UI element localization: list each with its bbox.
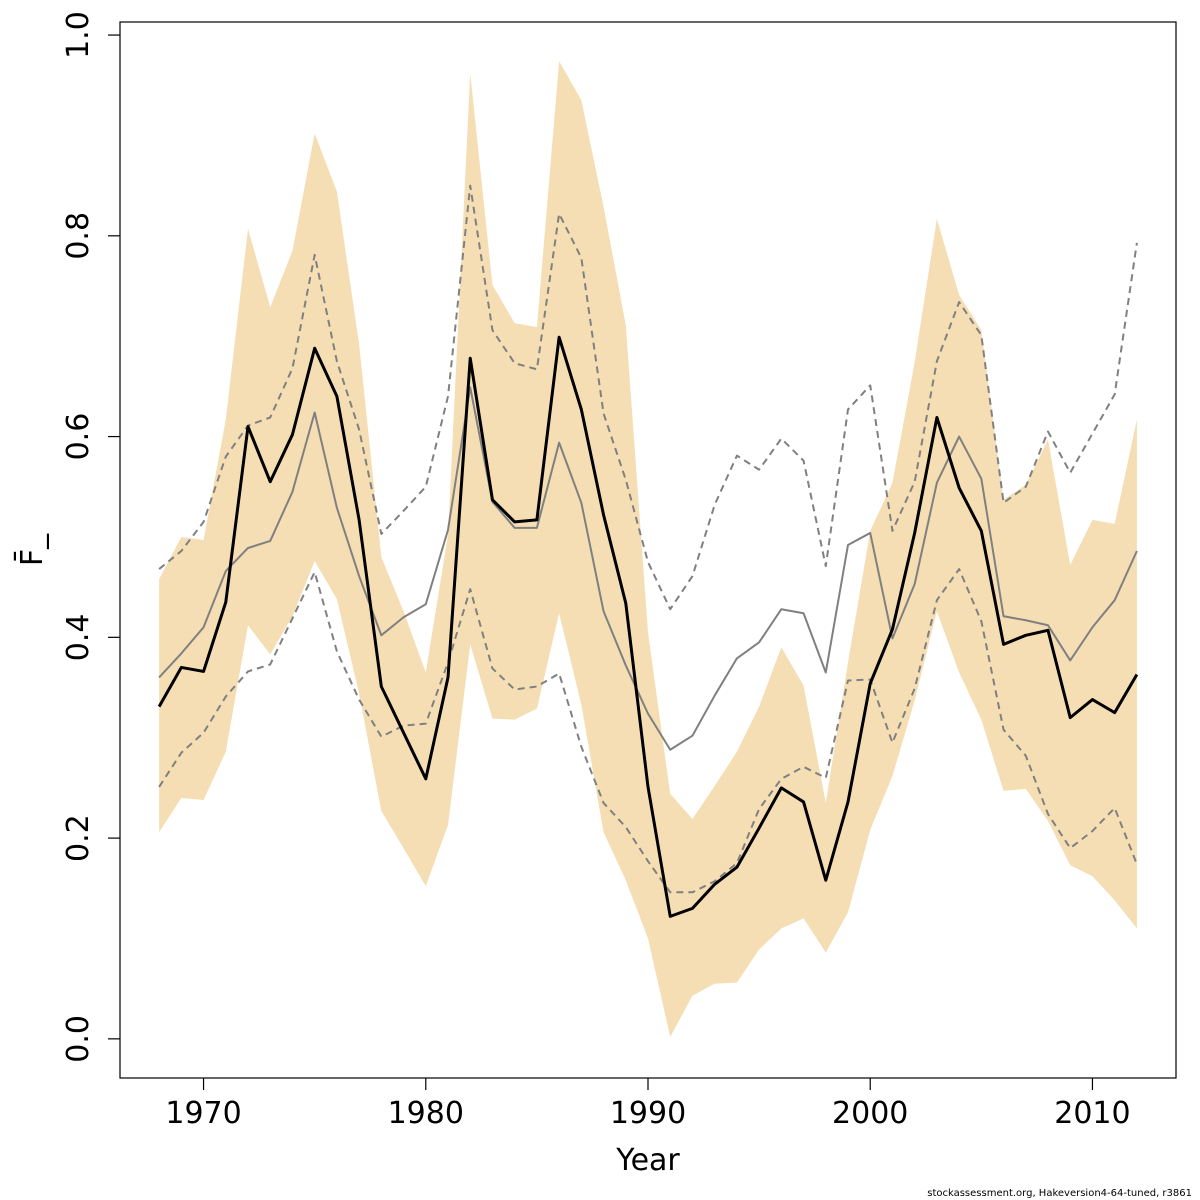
y-tick-label: 0.0 [61, 1015, 96, 1063]
footnote: stockassessment.org, Hakeversion4-64-tun… [927, 1188, 1192, 1199]
series-line [157, 335, 1139, 918]
y-axis-label: F̄_ [14, 533, 50, 566]
y-tick-label: 0.6 [61, 413, 96, 461]
x-tick-label: 2000 [832, 1096, 908, 1131]
series-line [158, 386, 1138, 751]
x-tick-label: 1990 [610, 1096, 686, 1131]
y-tick-label: 0.8 [61, 212, 96, 260]
x-tick-label: 1980 [388, 1096, 464, 1131]
y-tick-label: 0.2 [61, 814, 96, 862]
series-line [158, 568, 1138, 894]
confidence-band [159, 61, 1137, 1037]
y-tick-label: 0.4 [61, 613, 96, 661]
x-tick-label: 2010 [1054, 1096, 1130, 1131]
y-tick-label: 1.0 [61, 11, 96, 59]
x-tick-label: 1970 [165, 1096, 241, 1131]
x-axis-label: Year [615, 1143, 680, 1178]
series-line [158, 184, 1138, 611]
